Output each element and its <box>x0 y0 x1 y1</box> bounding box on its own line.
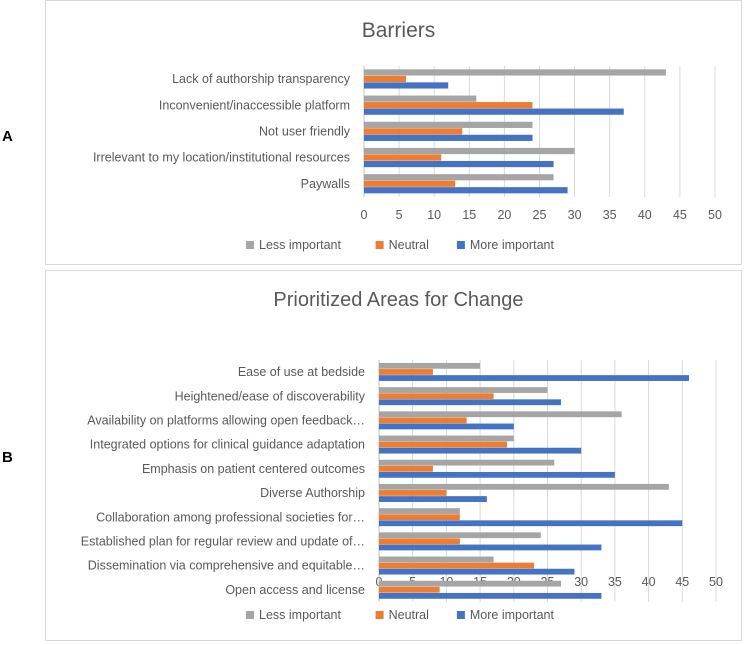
x-tick-label: 50 <box>708 208 722 222</box>
bar <box>379 435 514 442</box>
x-tick-label: 25 <box>533 208 547 222</box>
category-label: Open access and license <box>225 583 365 597</box>
bar <box>364 82 449 89</box>
bar <box>364 154 442 161</box>
category-label: Availability on platforms allowing open … <box>87 414 365 428</box>
x-tick-label: 35 <box>608 575 622 589</box>
bar <box>379 592 602 599</box>
bar <box>379 423 514 430</box>
x-tick-label: 0 <box>361 208 368 222</box>
bar <box>379 496 487 502</box>
x-tick-label: 20 <box>497 208 511 222</box>
bar <box>364 108 624 115</box>
legend-swatch <box>456 241 465 249</box>
bar <box>379 514 460 521</box>
bar <box>364 128 463 135</box>
bar <box>379 538 460 545</box>
category-label: Irrelevant to my location/institutional … <box>93 151 350 165</box>
bar <box>379 471 615 478</box>
x-tick-label: 50 <box>709 575 723 589</box>
bar <box>379 441 508 448</box>
legend-label: Less important <box>259 238 342 252</box>
x-tick-label: 45 <box>675 575 689 589</box>
bar <box>379 490 447 496</box>
legend-swatch <box>375 611 384 619</box>
panel-label-b: B <box>2 449 13 466</box>
legend-label: Neutral <box>389 238 429 252</box>
chart-title: Prioritized Areas for Change <box>273 289 523 311</box>
x-tick-label: 30 <box>568 208 582 222</box>
legend-swatch <box>456 611 465 619</box>
bar <box>364 121 533 128</box>
bar <box>379 417 467 424</box>
barriers-chart-svg: Barriers 0 5 10 15 20 25 30 35 40 45 50 Lack of auth… <box>93 19 722 252</box>
category-label: Diverse Authorship <box>260 486 365 500</box>
x-tick-label: 35 <box>603 208 617 222</box>
bar <box>379 483 669 490</box>
bar <box>379 399 561 406</box>
bar <box>364 134 533 141</box>
bar <box>379 362 481 369</box>
x-tick-label: 15 <box>462 208 476 222</box>
category-label: Dissemination via comprehensive and equi… <box>88 559 365 573</box>
category-label: Established plan for regular review and … <box>81 535 365 549</box>
x-tick-label: 40 <box>638 208 652 222</box>
bar <box>379 459 555 466</box>
bar <box>379 586 440 593</box>
legend-label: Neutral <box>389 608 429 622</box>
bar <box>364 69 666 76</box>
category-label: Not user friendly <box>259 125 351 139</box>
category-label: Ease of use at bedside <box>238 365 365 379</box>
legend-swatch <box>375 241 384 249</box>
bar <box>379 556 494 563</box>
prioritized-areas-chart-svg: Prioritized Areas for Change051015202530… <box>81 289 723 622</box>
bar <box>364 187 568 194</box>
bar <box>364 160 554 168</box>
x-tick-label: 30 <box>574 575 588 589</box>
bar <box>379 369 433 375</box>
bar <box>379 544 602 551</box>
barriers-chart: Barriers 0 5 10 15 20 25 30 35 40 45 50 Lack of auth… <box>45 0 742 265</box>
chart-title: Barriers <box>362 19 436 42</box>
bar <box>364 174 554 181</box>
category-label: Emphasis on patient centered outcomes <box>142 462 365 476</box>
bar <box>364 75 407 83</box>
bar <box>364 95 477 102</box>
legend-swatch <box>246 241 254 249</box>
bar <box>379 520 683 527</box>
bar <box>379 375 690 381</box>
category-label: Heightened/ease of discoverability <box>175 389 366 403</box>
x-tick-label: 5 <box>396 208 403 222</box>
bar <box>364 102 533 109</box>
prioritized-areas-chart: Prioritized Areas for Change051015202530… <box>45 270 742 641</box>
bar <box>379 562 535 569</box>
bar <box>379 568 575 575</box>
category-label: Lack of authorship transparency <box>172 72 351 86</box>
category-label: Paywalls <box>301 177 350 191</box>
bar <box>364 147 575 155</box>
bar <box>379 411 622 418</box>
bar <box>379 465 433 472</box>
legend-label: More important <box>470 608 555 622</box>
bar <box>379 393 494 400</box>
bar <box>379 508 460 514</box>
category-label: Inconvenient/inaccessible platform <box>159 98 350 112</box>
panel-label-a: A <box>2 128 13 145</box>
x-tick-label: 10 <box>427 208 441 222</box>
x-tick-label: 45 <box>673 208 687 222</box>
bar <box>379 387 548 393</box>
legend-label: Less important <box>259 608 342 622</box>
category-label: Collaboration among professional societi… <box>96 510 365 524</box>
bar <box>379 532 541 539</box>
bar <box>364 180 456 187</box>
legend-label: More important <box>470 238 555 252</box>
x-tick-label: 40 <box>642 575 656 589</box>
legend-swatch <box>246 611 254 619</box>
bar <box>379 447 582 454</box>
category-label: Integrated options for clinical guidance… <box>90 438 365 452</box>
bar <box>379 580 561 587</box>
